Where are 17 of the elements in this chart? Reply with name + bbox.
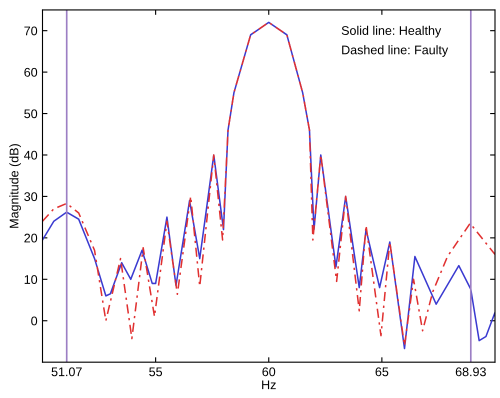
x-tick-label: 51.07	[52, 367, 82, 376]
y-tick-label: 10	[24, 275, 38, 284]
x-tick-label: 55	[149, 368, 162, 376]
x-tick-label: 65	[376, 367, 388, 376]
y-tick-label: 20	[24, 234, 38, 243]
y-tick-label: 60	[24, 68, 38, 77]
annotation: Solid line: Healthy	[342, 26, 442, 38]
annotation: Dashed line: Faulty	[342, 45, 448, 57]
y-tick-label: 40	[24, 150, 38, 160]
y-tick-label: 0	[31, 316, 38, 326]
y-axis-title: Magnitude (dB)	[9, 144, 21, 228]
x-axis-title: Hz	[262, 380, 276, 390]
y-tick-label: 70	[24, 26, 38, 36]
y-tick-label: 30	[24, 192, 38, 202]
y-tick-label: 50	[24, 109, 38, 118]
x-tick-label: 60	[262, 367, 276, 376]
x-tick-label: 68.93	[456, 367, 486, 376]
